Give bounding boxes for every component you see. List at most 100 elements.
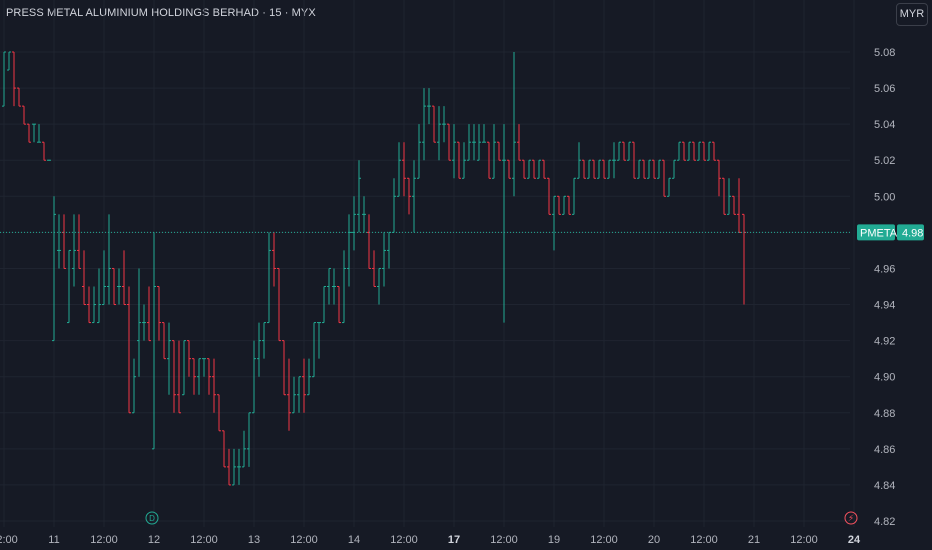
ohlc-bar	[272, 232, 276, 287]
ohlc-bar	[602, 159, 606, 179]
ohlc-bar	[467, 124, 471, 161]
ohlc-bar	[642, 159, 646, 179]
ohlc-bar	[82, 250, 86, 306]
ohlc-bar	[482, 124, 486, 143]
ohlc-bar	[407, 177, 411, 215]
ohlc-bar	[367, 214, 371, 269]
ohlc-bar	[422, 88, 426, 161]
ohlc-bar	[2, 51, 6, 107]
ohlc-bar	[532, 159, 536, 179]
ohlc-bar	[77, 214, 81, 269]
ohlc-bar	[397, 142, 401, 197]
y-tick-label: 5.06	[874, 83, 895, 95]
ohlc-bar	[192, 358, 196, 395]
ohlc-bar	[132, 358, 136, 414]
ohlc-bar	[417, 124, 421, 179]
ohlc-bar	[342, 250, 346, 324]
ohlc-bar	[217, 394, 221, 432]
ohlc-bar	[487, 141, 491, 179]
symbol-label: PMETAL	[857, 224, 903, 241]
x-tick-label: 24	[848, 534, 861, 546]
x-tick-label: 12	[148, 534, 160, 546]
ohlc-bar	[277, 267, 281, 342]
ohlc-bar	[622, 141, 626, 161]
ohlc-bar	[412, 160, 416, 233]
ohlc-bar	[432, 105, 436, 143]
x-tick-label: 17	[448, 534, 460, 546]
dividend-label: D	[149, 514, 155, 523]
price-label-box	[897, 224, 924, 241]
dividend-marker[interactable]: D	[145, 511, 159, 525]
ohlc-bar	[462, 142, 466, 179]
x-tick-label: 12:00	[590, 534, 618, 546]
y-tick-label: 4.82	[874, 516, 895, 528]
ohlc-bar	[282, 340, 286, 396]
ohlc-bar	[122, 250, 126, 306]
ohlc-bar	[92, 286, 96, 324]
ohlc-bar	[237, 448, 241, 485]
ohlc-bar	[262, 322, 266, 359]
ohlc-bar	[322, 286, 326, 324]
ohlc-bar	[32, 123, 36, 143]
grid-lines	[0, 0, 855, 527]
ohlc-bar	[502, 124, 506, 323]
ohlc-bar	[167, 322, 171, 395]
y-tick-label: 4.88	[874, 408, 895, 420]
ohlc-bar	[427, 88, 431, 125]
ohlc-bar	[377, 267, 381, 305]
y-tick-label: 5.08	[874, 47, 895, 59]
earnings-marker[interactable]: ⚡	[844, 511, 858, 525]
ohlc-bar	[257, 322, 261, 377]
ohlc-bar	[182, 340, 186, 396]
ohlc-bar	[647, 159, 651, 179]
ohlc-bar	[582, 159, 586, 179]
ohlc-bar	[657, 159, 661, 179]
x-tick-label: 14	[348, 534, 360, 546]
x-tick-label: 12:00	[790, 534, 818, 546]
y-tick-label: 4.84	[874, 480, 895, 492]
ohlc-bar	[172, 340, 176, 413]
ohlc-bar	[387, 231, 391, 269]
x-tick-label: 13	[248, 534, 260, 546]
y-tick-label: 5.02	[874, 155, 895, 167]
symbol-label-box	[857, 224, 895, 241]
ohlc-bar	[702, 141, 706, 161]
ohlc-bar	[697, 141, 701, 161]
ohlc-bar	[607, 159, 611, 179]
ohlc-bar	[572, 177, 576, 215]
ohlc-bar	[47, 159, 51, 161]
chart-title: PRESS METAL ALUMINIUM HOLDINGS BERHAD · …	[6, 7, 316, 19]
price-axis[interactable]: 5.085.065.045.025.004.984.964.944.924.90…	[874, 47, 895, 528]
ohlc-bar	[687, 141, 691, 161]
ohlc-bar	[42, 141, 46, 161]
ohlc-bar	[147, 286, 151, 342]
ohlc-bar	[72, 214, 76, 287]
ohlc-bar	[652, 159, 656, 179]
ohlc-bar	[87, 286, 91, 324]
ohlc-bar	[152, 232, 156, 450]
earnings-circle-icon	[844, 511, 858, 525]
y-tick-label: 5.04	[874, 119, 895, 131]
ohlc-bar	[722, 177, 726, 215]
symbol-label-text: PMETAL	[860, 227, 903, 239]
ohlc-bar	[477, 124, 481, 161]
y-tick-label: 4.96	[874, 263, 895, 275]
ohlc-bar	[137, 268, 141, 377]
currency-button[interactable]: MYR	[896, 3, 928, 26]
ohlc-bar	[512, 52, 516, 197]
ohlc-bar	[107, 214, 111, 305]
ohlc-bars	[2, 51, 746, 486]
ohlc-bar	[627, 141, 631, 161]
ohlc-bar	[442, 106, 446, 143]
time-axis[interactable]: 12:00 11 12:00 12 12:00 13 12:00 14 12:00 17 12:00…	[0, 534, 861, 546]
ohlc-bar	[267, 232, 271, 324]
ohlc-bar	[557, 195, 561, 215]
ohlc-bar	[57, 214, 61, 269]
x-tick-label: 12:00	[0, 534, 18, 546]
ohlc-bar	[242, 430, 246, 468]
ohlc-bar	[447, 123, 451, 161]
ohlc-bar	[157, 286, 161, 341]
ohlc-bar	[142, 304, 146, 341]
ohlc-bar	[402, 142, 406, 197]
